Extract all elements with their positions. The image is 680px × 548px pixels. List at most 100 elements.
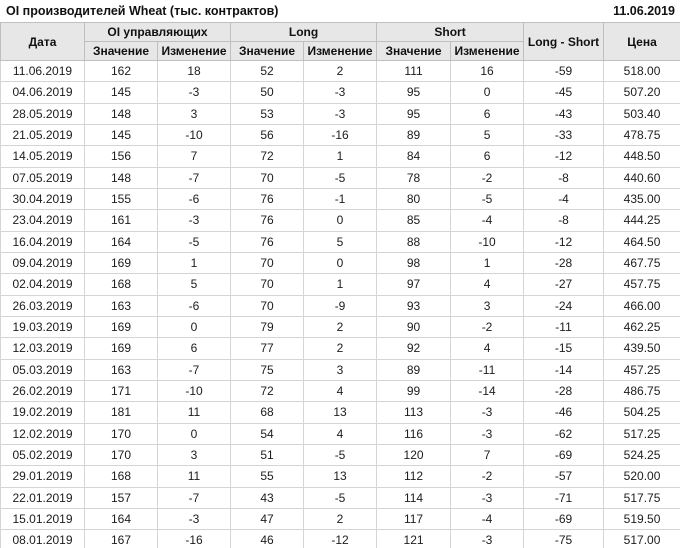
header-long-change: Изменение bbox=[303, 41, 378, 61]
cell-price: 466.00 bbox=[603, 294, 680, 317]
cell-date: 23.04.2019 bbox=[0, 209, 85, 232]
cell-date: 12.03.2019 bbox=[0, 337, 85, 360]
cell-oi-change: 11 bbox=[156, 401, 232, 424]
cell-oi-change: -3 bbox=[156, 209, 232, 232]
table-row: 28.05.2019 148 3 53 -3 95 6 -43 503.40 bbox=[0, 102, 680, 125]
cell-price: 435.00 bbox=[603, 187, 680, 211]
cell-oi-change: 18 bbox=[156, 59, 232, 83]
table-row: 15.01.2019 164 -3 47 2 117 -4 -69 519.50 bbox=[0, 507, 680, 531]
cell-oi-value: 171 bbox=[84, 379, 158, 403]
cell-oi-change: 1 bbox=[156, 251, 232, 275]
cell-date: 11.06.2019 bbox=[0, 59, 85, 83]
cell-date: 29.01.2019 bbox=[0, 465, 85, 488]
cell-long-short: -28 bbox=[523, 251, 605, 275]
cell-price: 457.25 bbox=[603, 358, 680, 381]
cell-short-change: -3 bbox=[450, 529, 525, 548]
table-header: Дата OI управляющих Long Short Long - Sh… bbox=[0, 22, 680, 61]
cell-short-value: 111 bbox=[376, 59, 452, 83]
cell-short-value: 98 bbox=[376, 251, 452, 275]
cell-date: 15.01.2019 bbox=[0, 507, 85, 531]
cell-price: 467.75 bbox=[603, 251, 680, 275]
table-row: 02.04.2019 168 5 70 1 97 4 -27 457.75 bbox=[0, 273, 680, 296]
cell-oi-value: 163 bbox=[84, 294, 158, 317]
cell-date: 28.05.2019 bbox=[0, 102, 85, 125]
header-short-value: Значение bbox=[376, 41, 452, 61]
cell-oi-value: 161 bbox=[84, 209, 158, 232]
cell-oi-change: -16 bbox=[156, 529, 232, 548]
cell-oi-change: -7 bbox=[156, 486, 232, 509]
cell-date: 19.02.2019 bbox=[0, 401, 85, 424]
cell-date: 26.03.2019 bbox=[0, 294, 85, 317]
cell-short-change: 16 bbox=[450, 59, 525, 83]
cell-date: 02.04.2019 bbox=[0, 273, 85, 296]
cell-short-change: -14 bbox=[450, 379, 525, 403]
report-date: 11.06.2019 bbox=[613, 4, 675, 18]
table-row: 05.02.2019 170 3 51 -5 120 7 -69 524.25 bbox=[0, 443, 680, 467]
cell-long-short: -28 bbox=[523, 379, 605, 403]
cell-short-value: 97 bbox=[376, 273, 452, 296]
cell-long-short: -69 bbox=[523, 507, 605, 531]
cell-short-value: 84 bbox=[376, 145, 452, 168]
cell-short-value: 121 bbox=[376, 529, 452, 548]
cell-short-change: 1 bbox=[450, 251, 525, 275]
cell-short-value: 85 bbox=[376, 209, 452, 232]
cell-oi-value: 169 bbox=[84, 315, 158, 339]
cell-short-change: -2 bbox=[450, 166, 525, 189]
cell-short-value: 80 bbox=[376, 187, 452, 211]
cell-long-change: -12 bbox=[303, 529, 378, 548]
cell-long-value: 50 bbox=[230, 81, 305, 104]
cell-long-value: 75 bbox=[230, 358, 305, 381]
cell-long-change: 0 bbox=[303, 251, 378, 275]
cell-long-short: -24 bbox=[523, 294, 605, 317]
cell-short-change: -4 bbox=[450, 507, 525, 531]
cell-price: 457.75 bbox=[603, 273, 680, 296]
header-oi-change: Изменение bbox=[156, 41, 232, 61]
cell-short-change: -2 bbox=[450, 465, 525, 488]
cell-oi-change: -5 bbox=[156, 230, 232, 253]
cell-long-value: 77 bbox=[230, 337, 305, 360]
cell-long-change: -5 bbox=[303, 443, 378, 467]
cell-price: 517.00 bbox=[603, 529, 680, 548]
cell-oi-change: -6 bbox=[156, 294, 232, 317]
cell-short-value: 116 bbox=[376, 422, 452, 445]
table-row: 12.02.2019 170 0 54 4 116 -3 -62 517.25 bbox=[0, 422, 680, 445]
cell-oi-change: 6 bbox=[156, 337, 232, 360]
cell-oi-value: 163 bbox=[84, 358, 158, 381]
cell-price: 517.25 bbox=[603, 422, 680, 445]
header-long-short: Long - Short bbox=[523, 22, 605, 61]
cell-date: 22.01.2019 bbox=[0, 486, 85, 509]
cell-long-change: -5 bbox=[303, 166, 378, 189]
cell-short-change: 4 bbox=[450, 337, 525, 360]
cell-date: 30.04.2019 bbox=[0, 187, 85, 211]
cell-long-value: 53 bbox=[230, 102, 305, 125]
cell-oi-change: -3 bbox=[156, 507, 232, 531]
cell-price: 517.75 bbox=[603, 486, 680, 509]
cell-oi-value: 167 bbox=[84, 529, 158, 548]
cell-oi-value: 156 bbox=[84, 145, 158, 168]
cell-short-value: 120 bbox=[376, 443, 452, 467]
cell-long-short: -75 bbox=[523, 529, 605, 548]
cell-long-change: 13 bbox=[303, 465, 378, 488]
cell-oi-value: 170 bbox=[84, 422, 158, 445]
cell-long-change: 5 bbox=[303, 230, 378, 253]
cell-price: 518.00 bbox=[603, 59, 680, 83]
cell-long-change: 2 bbox=[303, 507, 378, 531]
table-row: 26.03.2019 163 -6 70 -9 93 3 -24 466.00 bbox=[0, 294, 680, 317]
table-body: 11.06.2019 162 18 52 2 111 16 -59 518.00… bbox=[0, 59, 680, 548]
cell-long-value: 68 bbox=[230, 401, 305, 424]
cell-long-short: -12 bbox=[523, 230, 605, 253]
cell-long-short: -8 bbox=[523, 209, 605, 232]
cot-report-table: Дата OI управляющих Long Short Long - Sh… bbox=[0, 22, 680, 548]
cell-date: 26.02.2019 bbox=[0, 379, 85, 403]
cell-long-change: -5 bbox=[303, 486, 378, 509]
cell-oi-change: -10 bbox=[156, 379, 232, 403]
cell-short-change: 6 bbox=[450, 102, 525, 125]
cell-date: 09.04.2019 bbox=[0, 251, 85, 275]
cell-price: 464.50 bbox=[603, 230, 680, 253]
cell-long-change: 0 bbox=[303, 209, 378, 232]
cell-price: 462.25 bbox=[603, 315, 680, 339]
cell-long-short: -57 bbox=[523, 465, 605, 488]
cell-long-value: 76 bbox=[230, 209, 305, 232]
cell-price: 444.25 bbox=[603, 209, 680, 232]
cell-short-change: -3 bbox=[450, 422, 525, 445]
